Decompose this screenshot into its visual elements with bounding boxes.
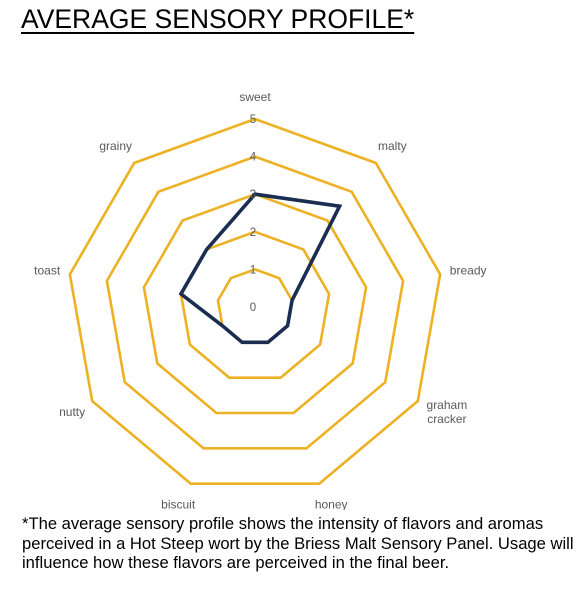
category-label-graham-cracker: graham cracker [427, 398, 468, 426]
tick-label-5: 5 [250, 114, 256, 126]
grid-ring-5 [68, 117, 442, 485]
category-label-toast: toast [34, 264, 61, 278]
radar-grid [68, 117, 442, 485]
category-label-grainy: grainy [99, 139, 132, 153]
category-label-biscuit: biscuit [161, 497, 196, 510]
page-title: AVERAGE SENSORY PROFILE* [21, 4, 415, 34]
footnote: *The average sensory profile shows the i… [22, 514, 574, 572]
category-label-nutty: nutty [59, 405, 85, 419]
tick-label-2: 2 [250, 227, 256, 239]
tick-label-4: 4 [250, 152, 257, 164]
category-label-honey: honey [315, 497, 348, 510]
tick-label-1: 1 [250, 264, 256, 276]
radar-series-layer [178, 192, 343, 345]
radar-chart: 0 1 2 3 4 5 sweet malty bready graham cracker hone… [34, 90, 486, 510]
radar-tick-labels: 0 1 2 3 4 5 [250, 114, 257, 314]
tick-label-3: 3 [250, 189, 256, 201]
grid-ring-3 [142, 192, 368, 415]
radar-category-labels: sweet malty bready graham cracker honey biscui… [34, 90, 486, 510]
grid-ring-4 [105, 155, 405, 450]
category-label-sweet: sweet [239, 90, 271, 104]
series-line-0 [178, 192, 343, 345]
category-label-bready: bready [450, 264, 487, 278]
tick-label-0: 0 [250, 302, 256, 314]
category-label-malty: malty [378, 139, 407, 153]
